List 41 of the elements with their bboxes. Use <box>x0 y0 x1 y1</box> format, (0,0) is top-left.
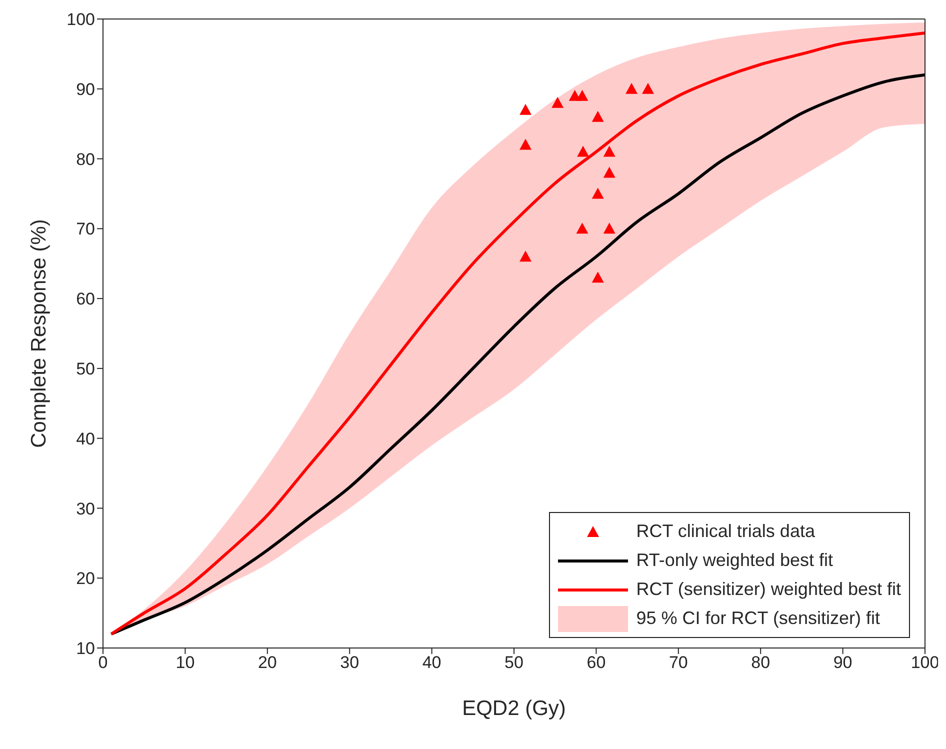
y-tick-label: 100 <box>66 10 95 30</box>
x-tick-label: 10 <box>176 653 195 672</box>
point <box>576 222 588 234</box>
y-tick-label: 50 <box>76 359 95 378</box>
y-tick-label: 40 <box>76 429 95 448</box>
point <box>592 110 604 122</box>
x-tick-label: 90 <box>833 653 852 672</box>
x-axis-title: EQD2 (Gy) <box>462 696 566 720</box>
point <box>603 222 616 234</box>
point <box>520 250 532 262</box>
point <box>520 138 532 150</box>
y-tick-label: 70 <box>76 220 95 239</box>
point <box>552 96 564 108</box>
x-tick-label: 80 <box>751 653 770 672</box>
x-tick-label: 0 <box>98 653 108 672</box>
y-tick-label: 10 <box>76 639 95 658</box>
legend-label: RCT (sensitizer) weighted best fit <box>636 579 901 600</box>
point <box>577 146 590 157</box>
legend-label: RT-only weighted best fit <box>636 550 834 571</box>
point <box>603 146 616 157</box>
y-tick-label: 80 <box>76 150 95 169</box>
y-tick-label: 90 <box>76 80 95 99</box>
point <box>592 272 604 283</box>
x-tick-label: 30 <box>340 653 360 672</box>
legend-label: RCT clinical trials data <box>636 521 815 542</box>
point <box>520 104 532 115</box>
y-tick-label: 20 <box>76 569 95 588</box>
x-tick-label: 50 <box>504 653 524 672</box>
point <box>642 82 654 94</box>
point <box>626 82 638 94</box>
point <box>576 90 588 101</box>
x-tick-label: 70 <box>668 653 688 672</box>
y-tick-label: 30 <box>76 499 95 518</box>
x-tick-label: 60 <box>586 653 606 672</box>
y-tick-label: 60 <box>76 290 95 309</box>
y-axis-title: Complete Response (%) <box>27 219 50 448</box>
annotation: 95 % CI for RCT (sensitizer) fit <box>636 608 880 629</box>
x-tick-label: 40 <box>422 653 442 672</box>
point <box>603 166 616 178</box>
x-tick-label: 20 <box>258 653 277 672</box>
point <box>592 188 604 199</box>
